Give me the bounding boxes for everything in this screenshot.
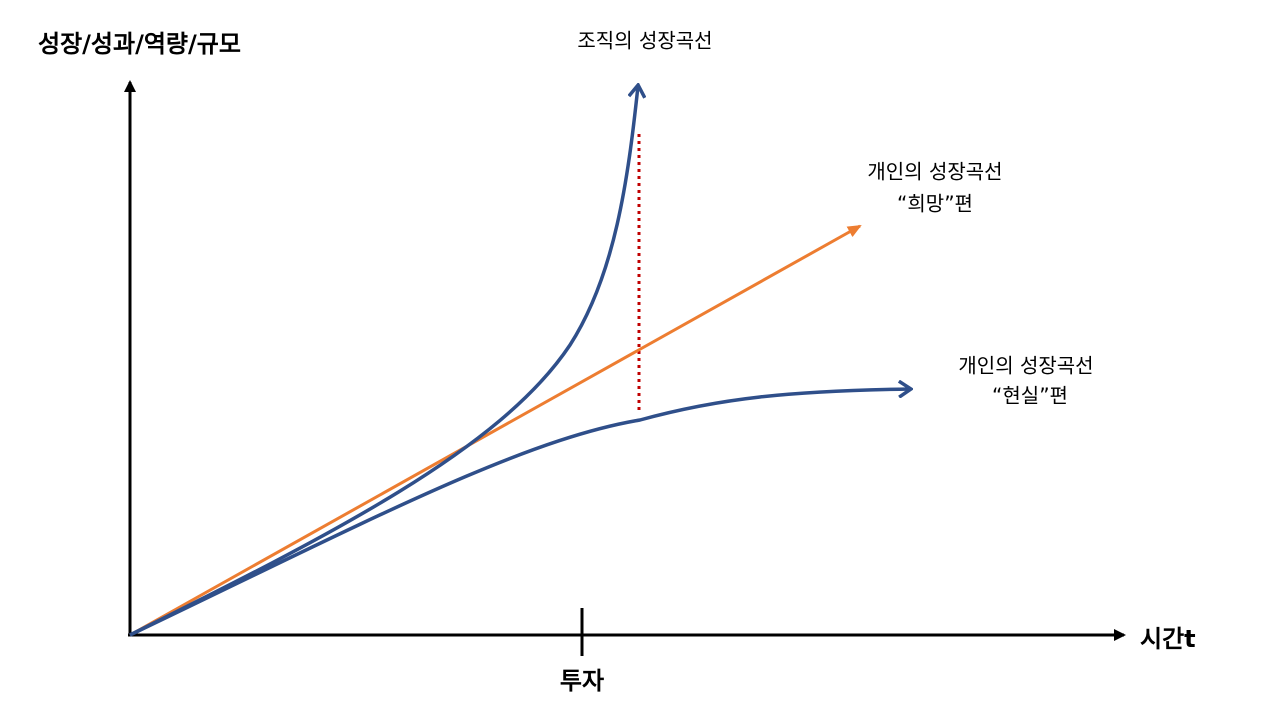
organization-curve — [129, 86, 638, 637]
curve-label: “현실”편 — [992, 384, 1068, 408]
curve-label: 조직의 성장곡선 — [577, 29, 712, 53]
curve-label: 개인의 성장곡선 — [867, 160, 1002, 184]
reality-curve — [129, 389, 910, 637]
x-marker-label: 투자 — [560, 667, 604, 695]
x-axis-label: 시간t — [1140, 625, 1196, 653]
hope-line — [129, 224, 862, 637]
y-axis-label: 성장/성과/역량/규모 — [38, 30, 241, 58]
curve-label: 개인의 성장곡선 — [958, 354, 1093, 378]
curve-label: “희망”편 — [897, 192, 973, 216]
